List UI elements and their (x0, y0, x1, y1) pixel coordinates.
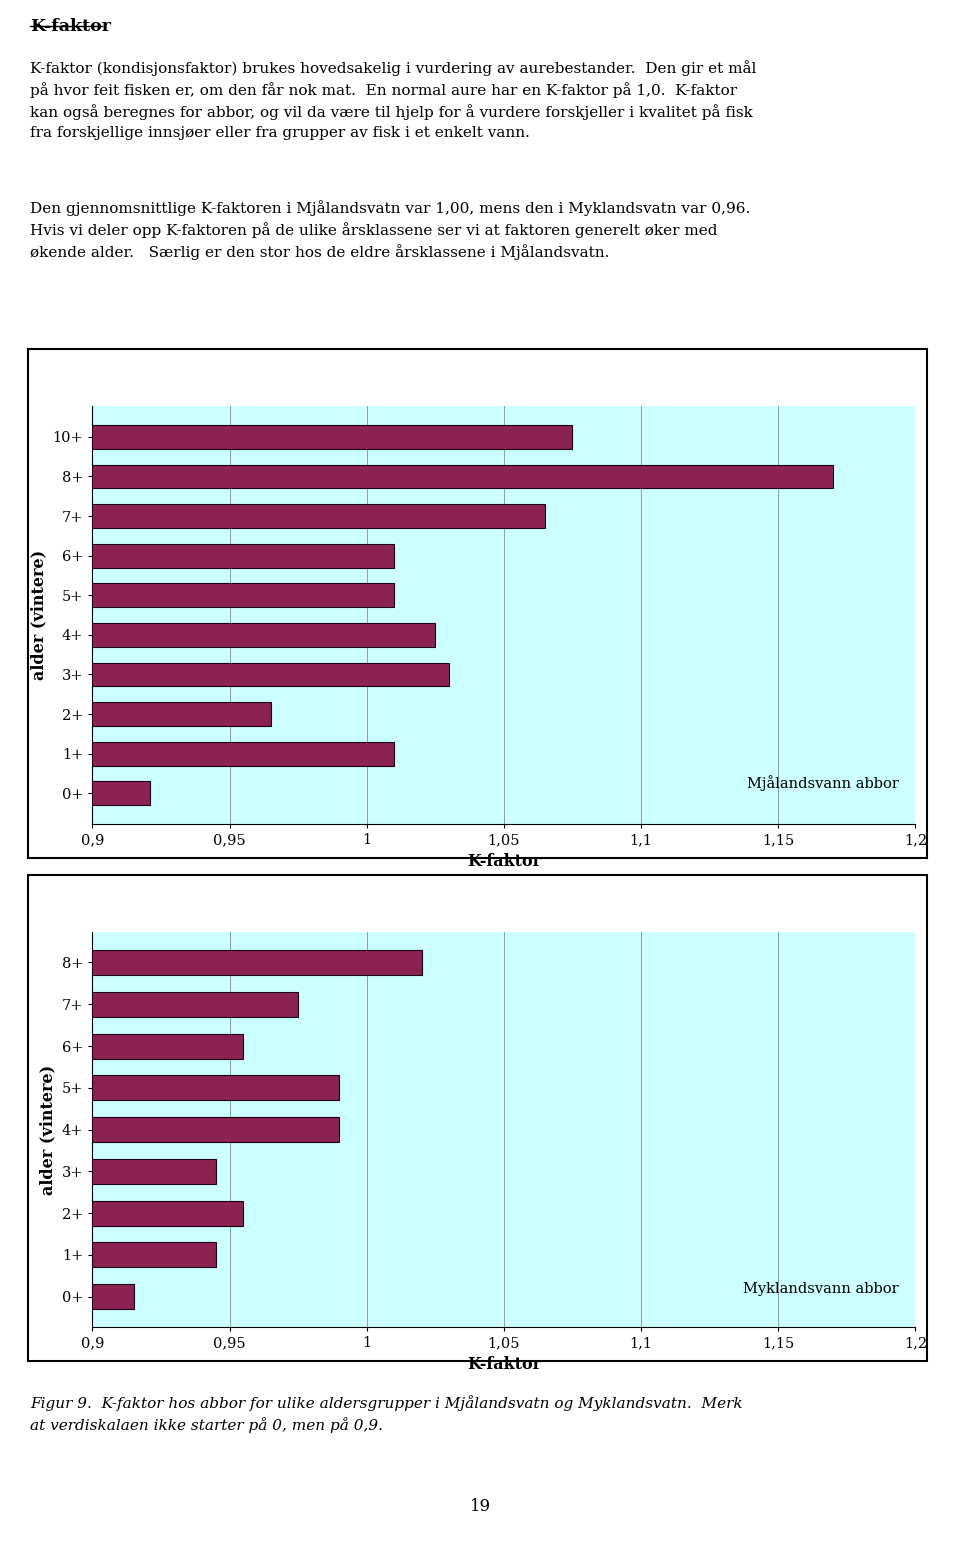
Bar (92, 662, 449, 687)
Text: Den gjennomsnittlige K-faktoren i Mjålandsvatn var 1,00, mens den i Myklandsvatn: Den gjennomsnittlige K-faktoren i Mjålan… (30, 201, 751, 216)
Text: økende alder.   Særlig er den stor hos de eldre årsklassene i Mjålandsvatn.: økende alder. Særlig er den stor hos de … (30, 244, 610, 259)
Bar (92, 702, 271, 725)
Bar (92, 1284, 133, 1308)
Bar (92, 1117, 339, 1142)
Text: Myklandsvann abbor: Myklandsvann abbor (743, 1282, 899, 1296)
Text: Hvis vi deler opp K-faktoren på de ulike årsklassene ser vi at faktoren generelt: Hvis vi deler opp K-faktoren på de ulike… (30, 222, 717, 238)
X-axis label: K-faktor: K-faktor (467, 853, 541, 870)
Y-axis label: alder (vintere): alder (vintere) (30, 549, 47, 680)
Text: Figur 9.  K-faktor hos abbor for ulike aldersgrupper i Mjålandsvatn og Myklandsv: Figur 9. K-faktor hos abbor for ulike al… (30, 1395, 743, 1410)
Bar (92, 1034, 243, 1058)
Bar (92, 950, 421, 975)
Bar (92, 992, 299, 1017)
Bar (92, 1200, 243, 1225)
Bar (92, 464, 833, 489)
Bar (92, 742, 395, 765)
Text: på hvor feit fisken er, om den får nok mat.  En normal aure har en K-faktor på 1: på hvor feit fisken er, om den får nok m… (30, 82, 737, 97)
Bar (92, 543, 395, 568)
Bar (92, 1242, 216, 1267)
X-axis label: K-faktor: K-faktor (467, 1356, 541, 1373)
Bar (92, 424, 572, 449)
Text: 19: 19 (469, 1498, 491, 1515)
Text: kan også beregnes for abbor, og vil da være til hjelp for å vurdere forskjeller : kan også beregnes for abbor, og vil da v… (30, 103, 753, 120)
Bar (92, 583, 395, 606)
Y-axis label: alder (vintere): alder (vintere) (39, 1065, 57, 1194)
Text: K-faktor: K-faktor (30, 19, 111, 35)
Text: K-faktor (kondisjonsfaktor) brukes hovedsakelig i vurdering av aurebestander.  D: K-faktor (kondisjonsfaktor) brukes hoved… (30, 60, 756, 76)
Bar (92, 781, 150, 805)
Text: Mjålandsvann abbor: Mjålandsvann abbor (747, 775, 899, 790)
Bar (92, 623, 435, 647)
Text: at verdiskalaen ikke starter på 0, men på 0,9.: at verdiskalaen ikke starter på 0, men p… (30, 1416, 383, 1433)
Bar (92, 1075, 339, 1100)
Bar (92, 505, 545, 528)
Text: fra forskjellige innsjøer eller fra grupper av fisk i et enkelt vann.: fra forskjellige innsjøer eller fra grup… (30, 127, 530, 140)
Bar (92, 1159, 216, 1183)
